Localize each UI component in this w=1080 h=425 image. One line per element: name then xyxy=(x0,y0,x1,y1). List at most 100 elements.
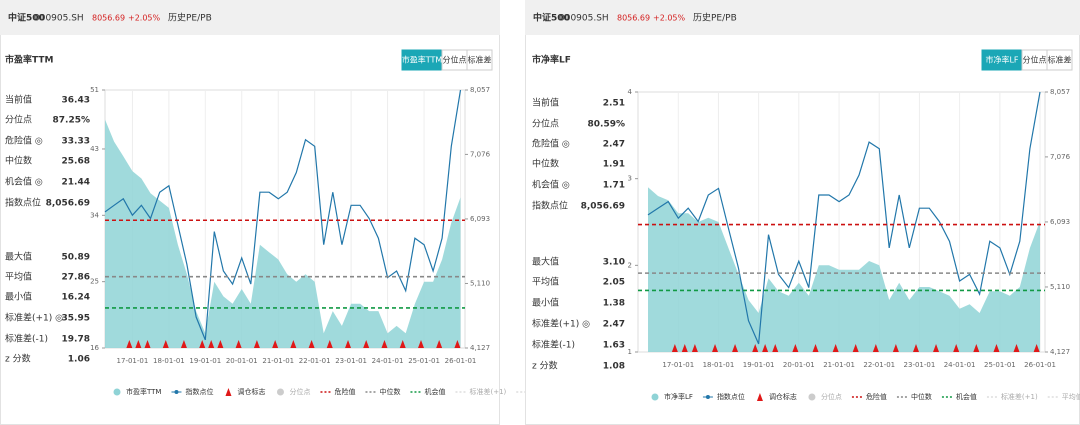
rebalance-marker xyxy=(436,340,443,348)
x-tick-label: 17-01-01 xyxy=(662,361,694,369)
stat-label: 标准差(+1) ◎ xyxy=(5,312,63,324)
stat-label: 机会值 ◎ xyxy=(532,179,570,191)
stat-label: z 分数 xyxy=(5,353,31,365)
stat-value: 35.95 xyxy=(62,314,90,324)
legend-label: 分位点 xyxy=(289,387,310,396)
toggle-button-label: 分位点 xyxy=(443,55,467,65)
rebalance-marker xyxy=(454,340,461,348)
rebalance-marker xyxy=(399,340,406,348)
y2-tick-label: 5,110 xyxy=(1050,283,1070,291)
rebalance-marker xyxy=(832,344,839,352)
rebalance-marker xyxy=(792,344,799,352)
legend-symbol xyxy=(808,393,816,401)
rebalance-marker xyxy=(308,340,315,348)
stat-value: 8,056.69 xyxy=(46,199,90,209)
toggle-button[interactable] xyxy=(466,49,493,71)
stat-value: 1.63 xyxy=(603,341,625,351)
toggle-button-label: 标准差 xyxy=(468,55,492,65)
rebalance-marker xyxy=(953,344,960,352)
panel-bg xyxy=(525,0,1080,425)
y-tick-label: 51 xyxy=(90,86,99,94)
y-tick-label: 1 xyxy=(628,348,632,356)
index-name: 中证500 xyxy=(533,12,570,24)
rebalance-marker xyxy=(933,344,940,352)
stat-value: 1.91 xyxy=(603,160,625,170)
rebalance-marker xyxy=(135,340,142,348)
panel-title: 市净率LF xyxy=(532,54,571,66)
stat-label: 当前值 xyxy=(532,97,559,109)
rebalance-marker xyxy=(345,340,352,348)
index-line xyxy=(647,91,1041,345)
y-tick-label: 25 xyxy=(90,278,99,286)
panel-bg xyxy=(0,0,500,425)
legend-symbol xyxy=(651,393,659,401)
rebalance-marker xyxy=(381,340,388,348)
rebalance-marker xyxy=(290,340,297,348)
stat-label: 当前值 xyxy=(5,94,32,106)
rebalance-marker xyxy=(144,340,151,348)
legend-symbol xyxy=(174,390,179,394)
rebalance-marker xyxy=(363,340,370,348)
rebalance-marker xyxy=(199,340,206,348)
stat-value: 33.33 xyxy=(62,137,90,147)
y2-tick-label: 4,127 xyxy=(470,344,490,352)
stat-label: 危险值 ◎ xyxy=(5,135,43,147)
rebalance-marker xyxy=(973,344,980,352)
legend-label: 危险值 xyxy=(334,387,355,396)
stat-value: 1.71 xyxy=(603,181,625,191)
rebalance-marker xyxy=(852,344,859,352)
rebalance-marker xyxy=(671,344,678,352)
stat-label: 最大值 xyxy=(5,251,32,263)
legend-label: 机会值 xyxy=(956,392,977,401)
rebalance-marker xyxy=(752,344,759,352)
x-tick-label: 22-01-01 xyxy=(863,361,895,369)
rebalance-marker xyxy=(762,344,769,352)
rebalance-marker xyxy=(326,340,333,348)
stat-label: 平均值 xyxy=(532,276,559,288)
legend-label: 标准差(+1) xyxy=(469,387,506,396)
x-tick-label: 26-01-01 xyxy=(445,357,477,365)
index-name: 中证500 xyxy=(8,12,45,24)
y-tick-label: 3 xyxy=(628,175,632,183)
stat-value: 1.38 xyxy=(603,299,625,309)
stat-label: 标准差(+1) ◎ xyxy=(532,318,590,330)
y2-tick-label: 6,093 xyxy=(470,215,490,223)
legend-label: 市净率LF xyxy=(664,392,693,401)
legend-symbol xyxy=(705,395,710,399)
y-tick-label: 2 xyxy=(628,261,632,269)
x-tick-label: 18-01-01 xyxy=(703,361,735,369)
stat-value: 1.06 xyxy=(68,355,90,365)
rebalance-marker xyxy=(217,340,224,348)
index-change: +2.05% xyxy=(128,14,161,23)
rebalance-marker xyxy=(272,340,279,348)
toggle-button-label: 标准差 xyxy=(1048,55,1072,65)
rebalance-marker xyxy=(235,340,242,348)
stat-value: 2.47 xyxy=(603,320,625,330)
legend-symbol xyxy=(225,388,232,396)
legend-label: 调仓标志 xyxy=(237,387,265,396)
x-tick-label: 23-01-01 xyxy=(335,357,367,365)
stat-value: 87.25% xyxy=(53,116,91,126)
rebalance-marker xyxy=(712,344,719,352)
toggle-button[interactable] xyxy=(1046,49,1073,71)
rebalance-marker xyxy=(691,344,698,352)
legend-symbol xyxy=(113,388,121,396)
y-tick-label: 43 xyxy=(90,145,99,153)
legend-label: 分位点 xyxy=(821,392,842,401)
stat-value: 16.24 xyxy=(62,293,90,303)
y2-tick-label: 7,076 xyxy=(1050,153,1071,161)
stat-label: 最小值 xyxy=(532,297,559,309)
rebalance-marker xyxy=(162,340,169,348)
y2-tick-label: 8,057 xyxy=(470,86,490,94)
y2-tick-label: 5,110 xyxy=(470,279,490,287)
stat-label: 最小值 xyxy=(5,291,32,303)
stat-label: 机会值 ◎ xyxy=(5,176,43,188)
legend-label: 指数点位 xyxy=(185,387,213,396)
stat-value: 50.89 xyxy=(62,253,90,263)
panel-title: 市盈率TTM xyxy=(5,54,53,66)
x-tick-label: 22-01-01 xyxy=(299,357,331,365)
y2-tick-label: 6,093 xyxy=(1050,218,1070,226)
rebalance-marker xyxy=(1033,344,1040,352)
rebalance-marker xyxy=(913,344,920,352)
header-bar xyxy=(525,0,1080,35)
